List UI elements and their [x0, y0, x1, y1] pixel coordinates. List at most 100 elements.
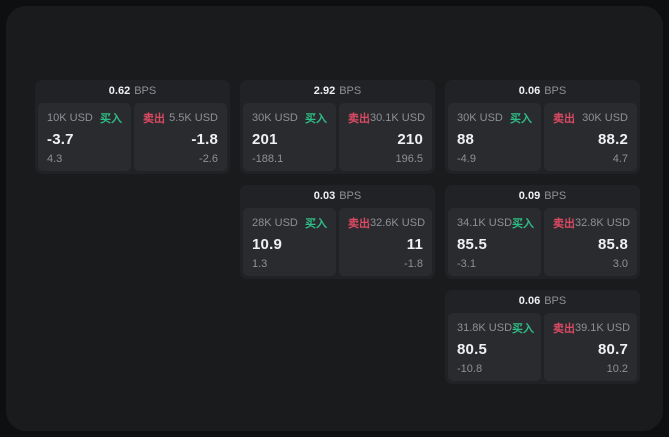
main-panel: 0.62 BPS 10K USD 买入 -3.7 4.3 卖出 5.5K USD…: [6, 6, 663, 431]
buy-amount: 30K USD: [252, 112, 298, 124]
bps-unit-label: BPS: [544, 295, 567, 307]
sell-amount: 32.6K USD: [370, 217, 426, 229]
bps-unit-label: BPS: [544, 190, 567, 202]
bps-unit-label: BPS: [339, 190, 362, 202]
sell-amount: 32.8K USD: [575, 217, 631, 229]
sell-amount: 30.1K USD: [370, 112, 426, 124]
buy-panel[interactable]: 30K USD 买入 201 -188.1: [243, 103, 336, 171]
card-body: 10K USD 买入 -3.7 4.3 卖出 5.5K USD -1.8 -2.…: [38, 103, 227, 171]
quote-card[interactable]: 0.62 BPS 10K USD 买入 -3.7 4.3 卖出 5.5K USD…: [35, 80, 230, 174]
buy-panel[interactable]: 28K USD 买入 10.9 1.3: [243, 208, 336, 276]
sell-top-row: 卖出 30K USD: [553, 110, 628, 126]
buy-price: 80.5: [457, 341, 487, 358]
buy-label: 买入: [305, 218, 327, 230]
sell-amount: 30K USD: [582, 112, 628, 124]
sell-top-row: 卖出 5.5K USD: [143, 110, 218, 126]
bps-value: 0.62: [108, 85, 131, 97]
card-body: 31.8K USD 买入 80.5 -10.8 卖出 39.1K USD 80.…: [448, 313, 637, 381]
buy-delta: -3.1: [457, 258, 476, 270]
buy-price: 85.5: [457, 236, 487, 253]
card-header: 0.09 BPS: [448, 185, 637, 208]
sell-panel[interactable]: 卖出 30K USD 88.2 4.7: [544, 103, 637, 171]
buy-amount: 28K USD: [252, 217, 298, 229]
buy-panel[interactable]: 34.1K USD 买入 85.5 -3.1: [448, 208, 541, 276]
buy-label: 买入: [100, 113, 122, 125]
buy-top-row: 34.1K USD 买入: [457, 215, 535, 231]
buy-top-row: 31.8K USD 买入: [457, 320, 534, 336]
sell-panel[interactable]: 卖出 30.1K USD 210 196.5: [339, 103, 432, 171]
sell-amount: 39.1K USD: [575, 322, 631, 334]
bps-value: 0.06: [518, 85, 541, 97]
buy-delta: -10.8: [457, 363, 483, 375]
buy-panel[interactable]: 10K USD 买入 -3.7 4.3: [38, 103, 131, 171]
sell-label: 卖出: [553, 218, 575, 230]
buy-price: -3.7: [47, 131, 74, 148]
bps-value: 0.09: [518, 190, 541, 202]
sell-amount: 5.5K USD: [169, 112, 218, 124]
sell-price: 88.2: [598, 131, 628, 148]
card-body: 28K USD 买入 10.9 1.3 卖出 32.6K USD 11 -1.8: [243, 208, 432, 276]
buy-top-row: 30K USD 买入: [457, 110, 532, 126]
sell-delta: -2.6: [199, 153, 218, 165]
sell-delta: 3.0: [612, 258, 628, 270]
sell-top-row: 卖出 32.6K USD: [348, 215, 426, 231]
buy-label: 买入: [510, 113, 532, 125]
sell-top-row: 卖出 39.1K USD: [553, 320, 631, 336]
sell-delta: 10.2: [606, 363, 628, 375]
buy-delta: 4.3: [47, 153, 63, 165]
sell-label: 卖出: [553, 113, 575, 125]
sell-panel[interactable]: 卖出 32.8K USD 85.8 3.0: [544, 208, 637, 276]
buy-panel[interactable]: 30K USD 买入 88 -4.9: [448, 103, 541, 171]
sell-top-row: 卖出 30.1K USD: [348, 110, 426, 126]
bps-value: 0.06: [518, 295, 541, 307]
sell-price: 80.7: [598, 341, 628, 358]
buy-price: 88: [457, 131, 475, 148]
sell-panel[interactable]: 卖出 5.5K USD -1.8 -2.6: [134, 103, 227, 171]
quote-grid: 0.62 BPS 10K USD 买入 -3.7 4.3 卖出 5.5K USD…: [35, 80, 640, 384]
card-header: 0.03 BPS: [243, 185, 432, 208]
sell-label: 卖出: [553, 323, 575, 335]
buy-label: 买入: [305, 113, 327, 125]
buy-delta: -188.1: [252, 153, 284, 165]
quote-card[interactable]: 0.06 BPS 31.8K USD 买入 80.5 -10.8 卖出 39.1…: [445, 290, 640, 384]
sell-label: 卖出: [348, 113, 370, 125]
sell-top-row: 卖出 32.8K USD: [553, 215, 631, 231]
sell-panel[interactable]: 卖出 39.1K USD 80.7 10.2: [544, 313, 637, 381]
buy-amount: 10K USD: [47, 112, 93, 124]
quote-card[interactable]: 0.03 BPS 28K USD 买入 10.9 1.3 卖出 32.6K US…: [240, 185, 435, 279]
sell-price: 85.8: [598, 236, 628, 253]
card-header: 0.62 BPS: [38, 80, 227, 103]
sell-panel[interactable]: 卖出 32.6K USD 11 -1.8: [339, 208, 432, 276]
buy-label: 买入: [512, 218, 535, 230]
sell-price: -1.8: [191, 131, 218, 148]
bps-value: 2.92: [313, 85, 336, 97]
sell-delta: 4.7: [612, 153, 628, 165]
buy-amount: 30K USD: [457, 112, 503, 124]
quote-card[interactable]: 0.06 BPS 30K USD 买入 88 -4.9 卖出 30K USD 8…: [445, 80, 640, 174]
buy-delta: -4.9: [457, 153, 476, 165]
sell-label: 卖出: [348, 218, 370, 230]
buy-top-row: 28K USD 买入: [252, 215, 327, 231]
quote-card[interactable]: 2.92 BPS 30K USD 买入 201 -188.1 卖出 30.1K …: [240, 80, 435, 174]
sell-delta: -1.8: [404, 258, 423, 270]
sell-label: 卖出: [143, 113, 165, 125]
sell-price: 11: [406, 236, 423, 253]
bps-unit-label: BPS: [544, 85, 567, 97]
buy-top-row: 30K USD 买入: [252, 110, 327, 126]
sell-delta: 196.5: [395, 153, 423, 165]
buy-amount: 34.1K USD: [457, 217, 513, 229]
buy-delta: 1.3: [252, 258, 268, 270]
bps-value: 0.03: [313, 190, 336, 202]
card-body: 34.1K USD 买入 85.5 -3.1 卖出 32.8K USD 85.8…: [448, 208, 637, 276]
card-body: 30K USD 买入 201 -188.1 卖出 30.1K USD 210 1…: [243, 103, 432, 171]
buy-panel[interactable]: 31.8K USD 买入 80.5 -10.8: [448, 313, 541, 381]
bps-unit-label: BPS: [134, 85, 157, 97]
buy-price: 10.9: [252, 236, 282, 253]
buy-amount: 31.8K USD: [457, 322, 513, 334]
bps-unit-label: BPS: [339, 85, 362, 97]
card-header: 0.06 BPS: [448, 290, 637, 313]
card-body: 30K USD 买入 88 -4.9 卖出 30K USD 88.2 4.7: [448, 103, 637, 171]
buy-top-row: 10K USD 买入: [47, 110, 122, 126]
quote-card[interactable]: 0.09 BPS 34.1K USD 买入 85.5 -3.1 卖出 32.8K…: [445, 185, 640, 279]
